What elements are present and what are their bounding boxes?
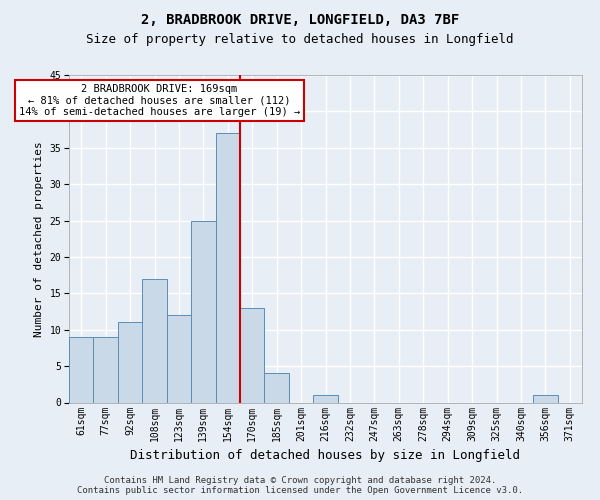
Bar xyxy=(313,395,338,402)
Bar xyxy=(265,374,289,402)
Text: Size of property relative to detached houses in Longfield: Size of property relative to detached ho… xyxy=(86,32,514,46)
Text: 2 BRADBROOK DRIVE: 169sqm
← 81% of detached houses are smaller (112)
14% of semi: 2 BRADBROOK DRIVE: 169sqm ← 81% of detac… xyxy=(19,84,300,117)
Bar xyxy=(69,337,94,402)
Bar xyxy=(533,395,557,402)
Bar xyxy=(240,308,265,402)
Text: 2, BRADBROOK DRIVE, LONGFIELD, DA3 7BF: 2, BRADBROOK DRIVE, LONGFIELD, DA3 7BF xyxy=(141,12,459,26)
Y-axis label: Number of detached properties: Number of detached properties xyxy=(34,141,44,336)
Bar xyxy=(191,220,215,402)
Bar xyxy=(167,315,191,402)
X-axis label: Distribution of detached houses by size in Longfield: Distribution of detached houses by size … xyxy=(131,449,521,462)
Text: Contains HM Land Registry data © Crown copyright and database right 2024.
Contai: Contains HM Land Registry data © Crown c… xyxy=(77,476,523,495)
Bar xyxy=(142,279,167,402)
Bar xyxy=(118,322,142,402)
Bar xyxy=(94,337,118,402)
Bar xyxy=(215,133,240,402)
